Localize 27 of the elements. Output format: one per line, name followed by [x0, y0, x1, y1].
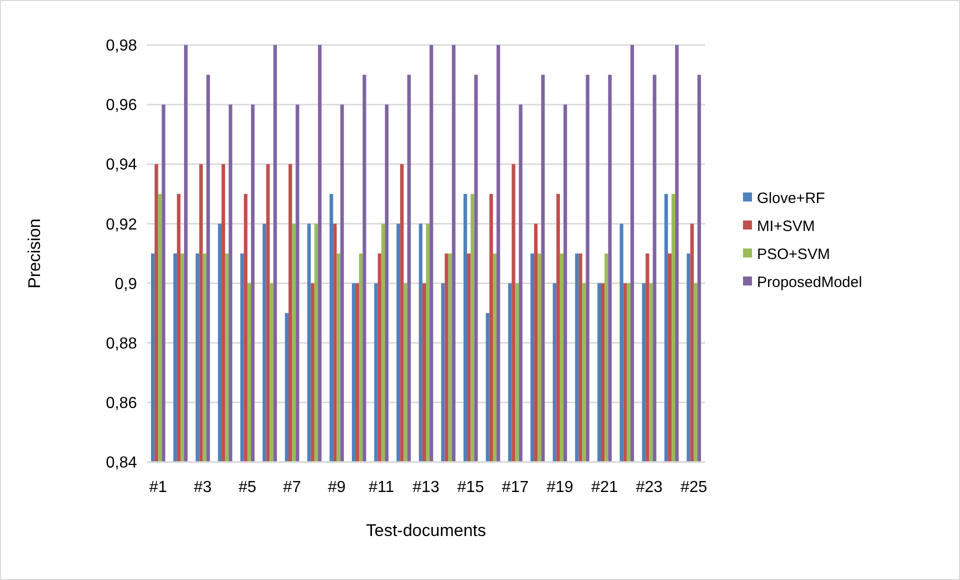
x-tick-label: #25: [680, 479, 708, 496]
y-tick-label: 0,96: [106, 97, 138, 114]
x-tick-label: #5: [238, 479, 256, 496]
y-tick-label: 0,84: [106, 454, 138, 472]
y-tick-label: 0,92: [106, 216, 138, 234]
x-tick-label: #9: [328, 479, 346, 496]
y-tick-label: 0,94: [106, 156, 138, 174]
x-axis-title: Test-documents: [366, 521, 486, 540]
x-tick-label: #3: [194, 479, 212, 496]
x-tick-label: #1: [149, 479, 168, 496]
y-tick-label: 0,86: [106, 395, 138, 412]
y-tick-label: 0,98: [106, 38, 138, 55]
legend-label: ProposedModel: [757, 274, 862, 291]
x-tick-label: #19: [546, 479, 574, 496]
x-tick-label: #11: [368, 479, 394, 496]
x-tick-label: #23: [636, 479, 663, 496]
y-tick-label: 0,9: [114, 276, 138, 293]
x-tick-label: #13: [412, 479, 440, 496]
x-tick-label: #21: [591, 479, 618, 496]
legend-label: MI+SVM: [757, 218, 815, 235]
y-axis-title: Precision: [25, 218, 44, 288]
legend-label: PSO+SVM: [757, 246, 830, 263]
legend-label: Glove+RF: [757, 190, 825, 207]
y-tick-label: 0,88: [106, 335, 138, 352]
x-tick-label: #15: [457, 479, 484, 496]
x-tick-label: #17: [502, 479, 529, 496]
x-tick-label: #7: [283, 479, 302, 496]
